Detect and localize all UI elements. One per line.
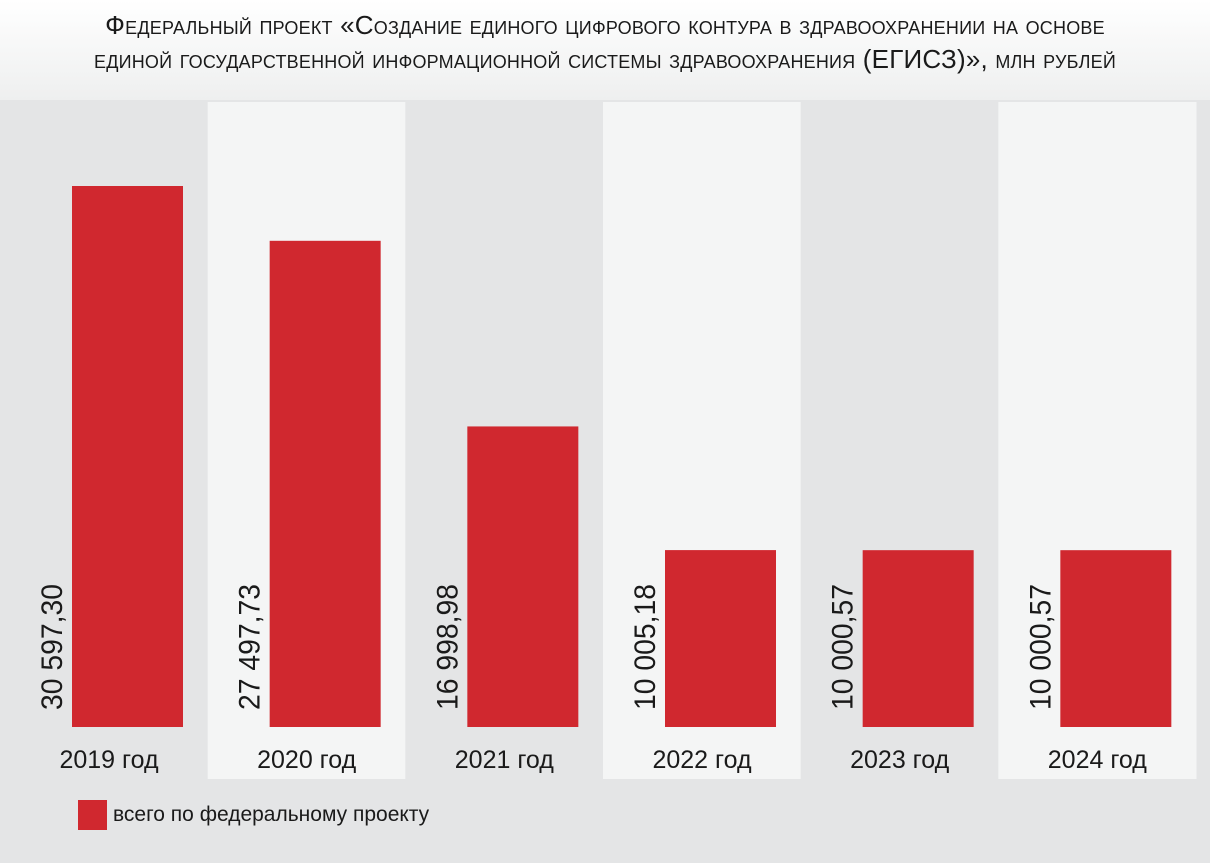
bar-chart: 30 597,30 2019 год 27 497,73 2020 год 16 998… [36, 102, 1197, 779]
x-tick-label: 2020 год [257, 746, 356, 774]
chart-title-line-1: Федеральный проект «Создание единого циф… [105, 10, 1105, 40]
data-label: 16 998,98 [431, 584, 464, 710]
x-tick-label: 2019 год [59, 746, 158, 774]
chart-title-line-2: единой государственной информационной си… [94, 44, 1116, 74]
x-tick-label: 2021 год [455, 746, 554, 774]
bar [1060, 550, 1172, 727]
bar [862, 550, 974, 727]
x-tick-label: 2022 год [652, 746, 751, 774]
data-label: 27 497,73 [234, 584, 267, 710]
bar [269, 240, 381, 727]
data-label: 10 005,18 [629, 584, 662, 710]
bar [665, 550, 776, 727]
legend: всего по федеральному проекту [78, 799, 429, 831]
legend-swatch [78, 800, 107, 830]
data-label: 10 000,57 [1024, 584, 1057, 710]
bar [467, 426, 579, 727]
x-tick-label: 2023 год [850, 746, 949, 774]
data-label: 10 000,57 [827, 584, 860, 710]
data-label: 30 597,30 [36, 584, 69, 710]
title-area: Федеральный проект «Создание единого циф… [0, 0, 1210, 100]
legend-label: всего по федеральному проекту [113, 803, 430, 826]
bar [72, 186, 183, 727]
x-tick-label: 2024 год [1048, 746, 1147, 774]
